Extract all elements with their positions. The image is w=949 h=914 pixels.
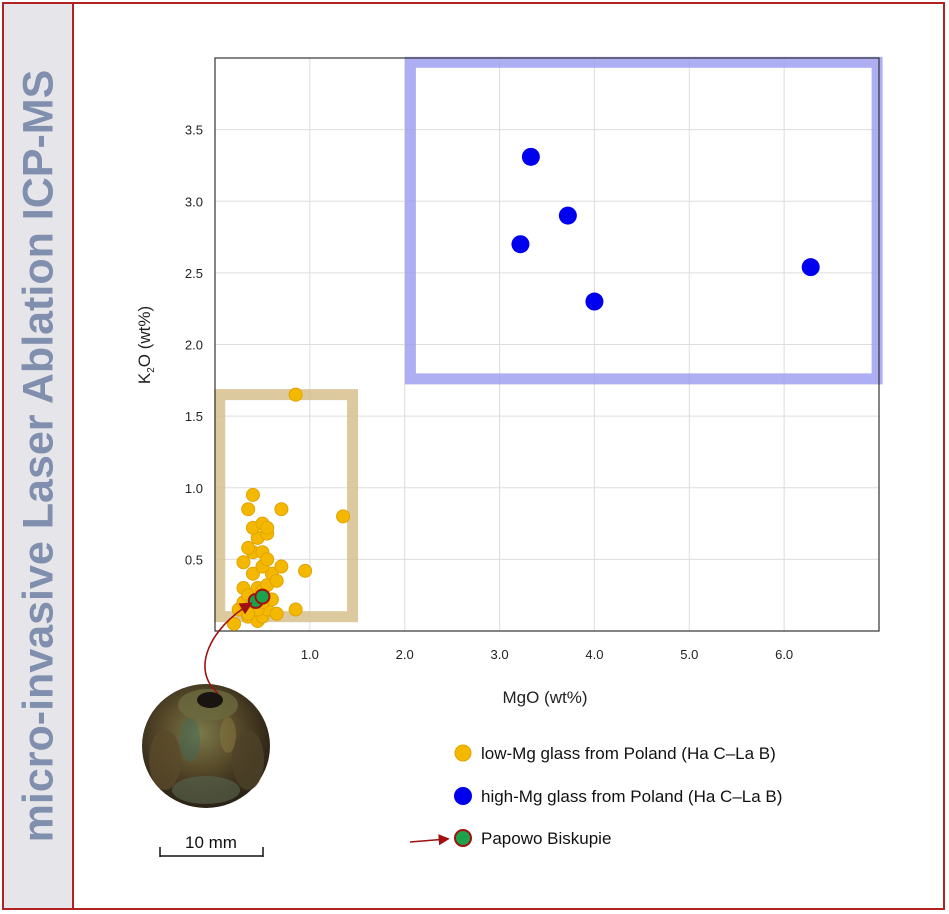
x-tick-label: 3.0	[491, 647, 509, 662]
low-mg-point	[260, 520, 275, 535]
x-tick-label: 2.0	[396, 647, 414, 662]
legend-marker-high-mg	[454, 787, 472, 805]
plot-area	[214, 57, 880, 632]
group-regions	[214, 56, 883, 623]
x-tick-label: 1.0	[301, 647, 319, 662]
high-mg-point	[801, 258, 820, 277]
data-points	[226, 147, 820, 631]
x-tick-label: 4.0	[585, 647, 603, 662]
legend-label-low-mg: low-Mg glass from Poland (Ha C–La B)	[481, 744, 776, 763]
legend-marker-low-mg	[454, 744, 472, 762]
low-mg-point	[336, 509, 351, 524]
low-mg-point	[269, 573, 284, 588]
y-tick-label: 2.5	[185, 266, 203, 281]
y-axis-title: K2O (wt%)	[135, 306, 157, 384]
legend-arrow	[409, 834, 450, 846]
y-tick-label: 1.0	[185, 481, 203, 496]
low-mg-point	[269, 606, 284, 621]
low-mg-point	[260, 552, 275, 567]
legend-marker-papowo	[454, 829, 472, 847]
low-mg-point	[288, 602, 303, 617]
y-tick-label: 2.0	[185, 338, 203, 353]
side-panel: micro-invasive Laser Ablation ICP-MS	[4, 4, 74, 908]
y-axis-title-rest: O (wt%)	[135, 306, 154, 367]
y-axis-title-sub: 2	[146, 367, 157, 373]
y-tick-label: 3.0	[185, 194, 203, 209]
low-mg-point	[245, 566, 260, 581]
y-axis-title-main: K	[135, 372, 154, 384]
low-mg-point	[241, 540, 256, 555]
x-axis-ticks: 1.0 2.0 3.0 4.0 5.0 6.0	[301, 647, 793, 662]
region-box-low-mg	[214, 389, 359, 623]
y-tick-label: 1.5	[185, 409, 203, 424]
bead-image	[142, 684, 270, 808]
grid-lines	[215, 58, 879, 631]
low-mg-point	[236, 555, 251, 570]
low-mg-point	[274, 502, 289, 517]
y-tick-label: 3.5	[185, 123, 203, 138]
high-mg-point	[521, 147, 540, 166]
high-mg-point	[558, 206, 577, 225]
scale-bar-label: 10 mm	[185, 833, 237, 852]
x-axis-title: MgO (wt%)	[503, 688, 588, 707]
high-mg-point	[511, 235, 530, 254]
low-mg-point	[245, 487, 260, 502]
legend-label-papowo: Papowo Biskupie	[481, 829, 611, 848]
low-mg-point	[241, 502, 256, 517]
scale-bar	[159, 847, 264, 857]
low-mg-point	[241, 606, 256, 621]
y-axis-ticks: 0.5 1.0 1.5 2.0 2.5 3.0 3.5	[185, 123, 203, 568]
region-box-high-mg	[404, 56, 883, 385]
x-tick-label: 5.0	[680, 647, 698, 662]
legend-label-high-mg: high-Mg glass from Poland (Ha C–La B)	[481, 787, 782, 806]
low-mg-point	[226, 616, 241, 631]
high-mg-point	[585, 292, 604, 311]
bead-link-arrow	[204, 602, 253, 694]
low-mg-point	[288, 387, 303, 402]
legend: low-Mg glass from Poland (Ha C–La B) hig…	[409, 744, 782, 848]
x-tick-label: 6.0	[775, 647, 793, 662]
papowo-point	[254, 588, 271, 605]
low-mg-point	[298, 563, 313, 578]
y-tick-label: 0.5	[185, 552, 203, 567]
low-mg-point	[274, 559, 289, 574]
